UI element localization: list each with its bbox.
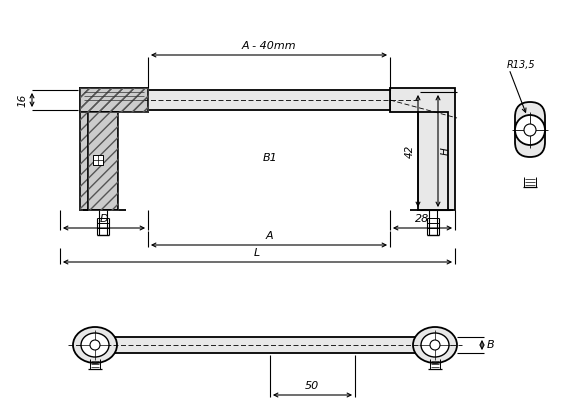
Bar bbox=[88, 112, 118, 210]
Text: D: D bbox=[100, 214, 108, 224]
Text: H: H bbox=[441, 147, 451, 155]
Circle shape bbox=[515, 115, 545, 145]
Text: 50: 50 bbox=[305, 381, 319, 391]
Ellipse shape bbox=[81, 333, 109, 357]
FancyBboxPatch shape bbox=[515, 102, 545, 157]
Text: B1: B1 bbox=[262, 153, 278, 163]
Bar bbox=[93, 155, 103, 165]
Ellipse shape bbox=[421, 333, 449, 357]
Text: 16: 16 bbox=[18, 93, 28, 107]
Circle shape bbox=[430, 340, 440, 350]
Text: A - 40mm: A - 40mm bbox=[242, 41, 296, 51]
Text: L: L bbox=[254, 248, 260, 258]
Circle shape bbox=[90, 340, 100, 350]
Text: 42: 42 bbox=[405, 144, 415, 158]
Bar bbox=[418, 112, 448, 210]
Bar bbox=[115, 337, 415, 353]
Text: R13,5: R13,5 bbox=[507, 60, 535, 70]
Text: 28: 28 bbox=[415, 214, 429, 224]
Bar bbox=[80, 88, 148, 112]
Bar bbox=[148, 90, 390, 110]
Text: A: A bbox=[265, 231, 273, 241]
Bar bbox=[88, 112, 118, 210]
Text: B: B bbox=[487, 340, 495, 350]
Polygon shape bbox=[80, 88, 148, 210]
Ellipse shape bbox=[73, 327, 117, 363]
Polygon shape bbox=[390, 88, 455, 210]
Bar bbox=[80, 88, 148, 112]
Circle shape bbox=[524, 124, 536, 136]
Ellipse shape bbox=[413, 327, 457, 363]
